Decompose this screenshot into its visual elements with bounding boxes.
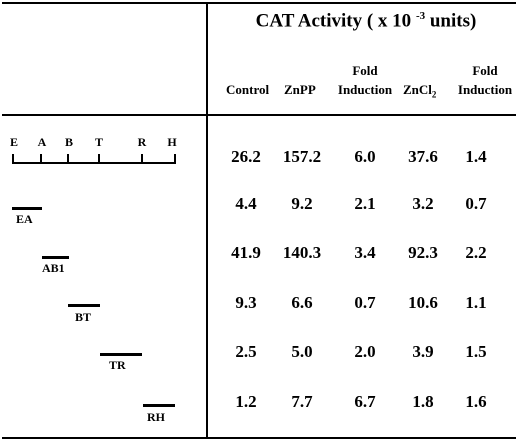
cell-control: 9.3 (235, 293, 257, 312)
fold-induction-2-line1: Fold (472, 63, 498, 78)
cell-fold-induction-2: 0.7 (465, 194, 487, 213)
cell-fold-induction-1: 6.0 (354, 147, 376, 166)
fragment-label-ea: EA (16, 212, 33, 226)
cell-fold-induction-1: 2.1 (354, 194, 376, 213)
cell-znpp: 5.0 (291, 342, 313, 361)
cell-znpp: 7.7 (291, 392, 313, 411)
cell-zncl2: 3.2 (412, 194, 434, 213)
map-site-label: B (64, 135, 73, 149)
column-header-znpp: ZnPP (284, 82, 316, 97)
cell-fold-induction-2: 1.5 (465, 342, 487, 361)
table-top-rule (2, 2, 516, 4)
map-site-label: E (9, 135, 18, 149)
map-site-label: T (94, 135, 103, 149)
cell-control: 1.2 (235, 392, 257, 411)
table-title: CAT Activity ( x 10 -3 units) (216, 10, 516, 32)
cell-fold-induction-2: 2.2 (465, 243, 487, 262)
fragment-label-bt: BT (75, 310, 92, 324)
cell-control: 41.9 (231, 243, 261, 262)
fragment-bar-tr (100, 353, 142, 356)
fragment-label-rh: RH (147, 410, 165, 424)
column-header-fold-induction-2: Fold Induction (452, 61, 518, 99)
map-site-label: H (167, 135, 177, 149)
cell-zncl2: 37.6 (408, 147, 438, 166)
title-exponent: -3 (415, 10, 426, 22)
fragment-bar-ea (12, 207, 42, 210)
fold-induction-2-line2: Induction (457, 82, 513, 97)
cell-fold-induction-1: 0.7 (354, 293, 376, 312)
zncl2-subscript: 2 (431, 89, 437, 100)
header-divider-rule (2, 114, 516, 116)
cell-zncl2: 3.9 (412, 342, 434, 361)
map-tick (40, 154, 42, 164)
title-text-post: units) (425, 10, 477, 32)
map-tick (141, 154, 143, 164)
fold-induction-1-line2: Induction (337, 82, 393, 97)
column-header-control: Control (226, 82, 270, 97)
fragment-bar-bt (68, 304, 100, 307)
cell-zncl2: 92.3 (408, 243, 438, 262)
table-bottom-rule (2, 437, 516, 439)
map-tick (67, 154, 69, 164)
column-header-fold-induction-1: Fold Induction (331, 61, 399, 99)
cell-znpp: 157.2 (282, 147, 322, 166)
fragment-label-ab1: AB1 (42, 261, 65, 275)
cell-control: 4.4 (235, 194, 257, 213)
cell-control: 2.5 (235, 342, 257, 361)
cell-znpp: 6.6 (291, 293, 313, 312)
cell-zncl2: 1.8 (412, 392, 434, 411)
cell-fold-induction-2: 1.1 (465, 293, 487, 312)
cell-fold-induction-1: 2.0 (354, 342, 376, 361)
cell-znpp: 140.3 (282, 243, 322, 262)
map-tick (98, 154, 100, 164)
cell-control: 26.2 (231, 147, 261, 166)
map-site-label: A (37, 135, 47, 149)
cell-fold-induction-1: 6.7 (354, 392, 376, 411)
map-site-label: R (137, 135, 147, 149)
title-text-pre: CAT Activity ( x 10 (255, 10, 416, 32)
cell-fold-induction-1: 3.4 (354, 243, 376, 262)
cell-fold-induction-2: 1.4 (465, 147, 487, 166)
fold-induction-1-line1: Fold (352, 63, 378, 78)
fragment-bar-rh (143, 404, 175, 407)
cell-zncl2: 10.6 (408, 293, 438, 312)
column-divider-line (206, 2, 208, 439)
map-tick (174, 154, 176, 164)
cell-fold-induction-2: 1.6 (465, 392, 487, 411)
column-header-zncl2: ZnCl2 (403, 80, 436, 105)
fragment-bar-ab1 (42, 256, 69, 259)
fragment-label-tr: TR (109, 358, 126, 372)
restriction-map-line (12, 162, 176, 164)
zncl2-base: ZnCl (403, 82, 432, 97)
cell-znpp: 9.2 (291, 194, 313, 213)
map-tick (12, 154, 14, 164)
